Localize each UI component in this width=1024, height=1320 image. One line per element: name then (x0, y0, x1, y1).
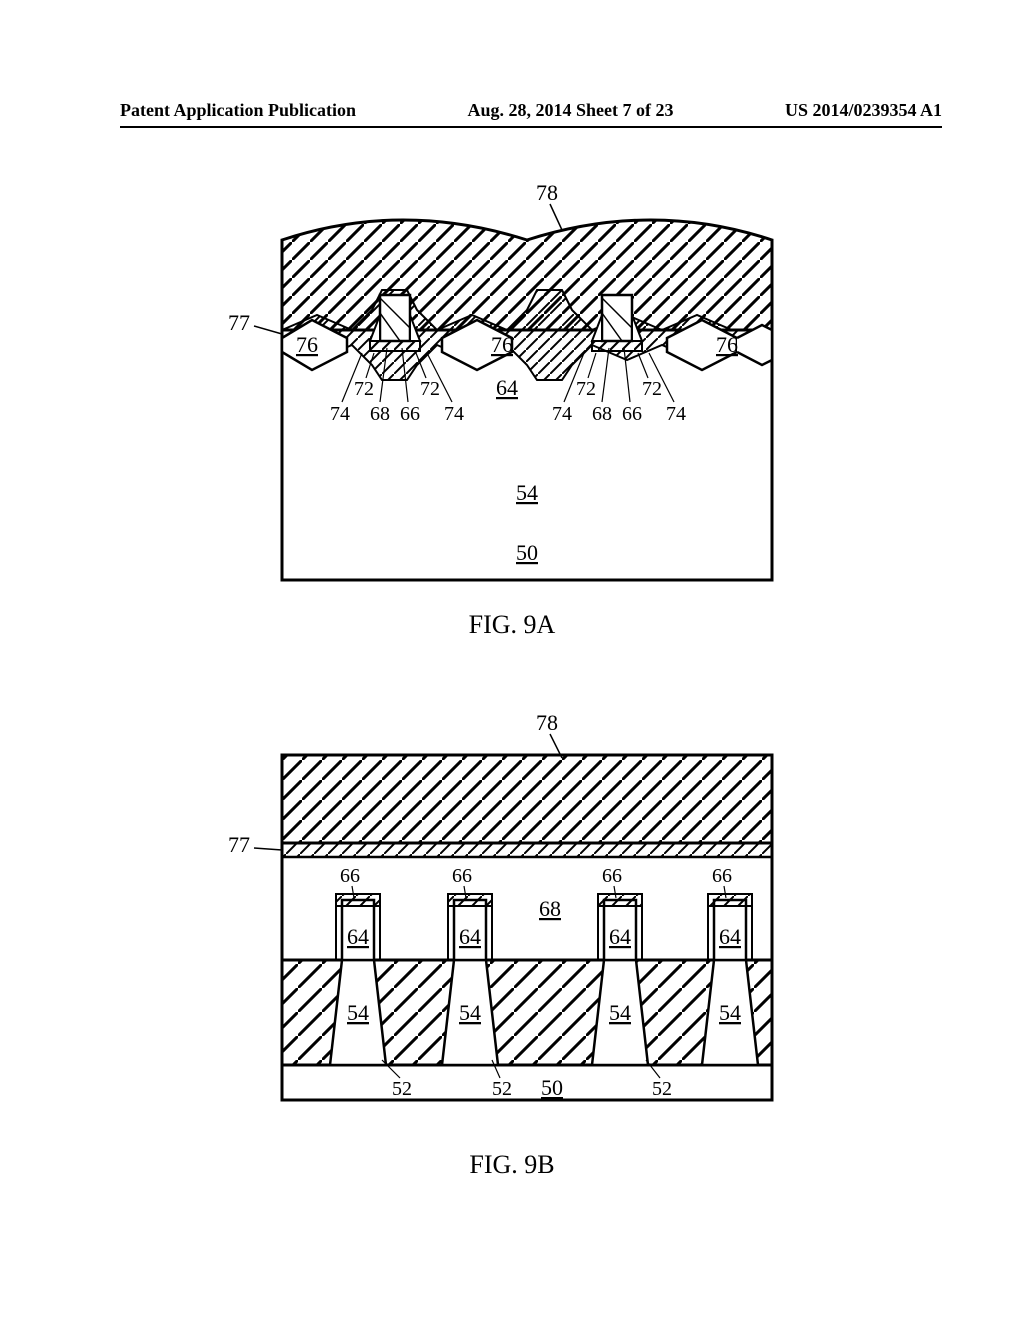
label-64-b1: 64 (459, 924, 481, 949)
layer-50 (282, 1065, 772, 1100)
figure-9b: 78 77 66 66 66 66 68 64 64 64 64 54 54 5… (202, 700, 822, 1180)
page-header: Patent Application Publication Aug. 28, … (120, 100, 942, 121)
label-50: 50 (516, 540, 538, 565)
svg-text:54: 54 (719, 1000, 741, 1025)
label-64-b0: 64 (347, 924, 369, 949)
header-center: Aug. 28, 2014 Sheet 7 of 23 (468, 100, 674, 121)
label-76-0: 76 (296, 332, 318, 357)
header-left: Patent Application Publication (120, 100, 356, 121)
label-66-b1: 66 (452, 865, 472, 887)
label-66-b3: 66 (712, 865, 732, 887)
label-66-b2: 66 (602, 865, 622, 887)
label-74-0: 74 (330, 403, 350, 425)
label-68-b: 68 (539, 896, 561, 921)
svg-text:54: 54 (609, 1000, 631, 1025)
layer-78-b (282, 755, 772, 843)
label-77-b: 77 (228, 832, 250, 857)
figure-9a: 78 77 76 76 76 72 72 64 72 72 74 68 66 (202, 170, 822, 640)
label-72-1: 72 (420, 378, 440, 400)
svg-text:54: 54 (459, 1000, 481, 1025)
header-right: US 2014/0239354 A1 (785, 100, 942, 121)
figure-9b-svg: 78 77 66 66 66 66 68 64 64 64 64 54 54 5… (202, 700, 822, 1140)
label-66-1: 66 (622, 403, 642, 425)
header-rule (120, 126, 942, 128)
patent-page: Patent Application Publication Aug. 28, … (0, 0, 1024, 1320)
label-77: 77 (228, 310, 250, 335)
label-68-0: 68 (370, 403, 390, 425)
caption-9a: FIG. 9A (202, 610, 822, 640)
label-74-3: 74 (666, 403, 686, 425)
label-78-b: 78 (536, 710, 558, 735)
label-74-2: 74 (552, 403, 572, 425)
label-64: 64 (496, 375, 518, 400)
svg-text:54: 54 (347, 1000, 369, 1025)
label-52-0: 52 (392, 1078, 412, 1100)
label-50-b: 50 (541, 1075, 563, 1100)
label-76-2: 76 (716, 332, 738, 357)
caption-9b: FIG. 9B (202, 1150, 822, 1180)
label-54: 54 (516, 480, 538, 505)
label-78: 78 (536, 180, 558, 205)
label-66-b0: 66 (340, 865, 360, 887)
label-52-2: 52 (652, 1078, 672, 1100)
label-68-1: 68 (592, 403, 612, 425)
label-72-3: 72 (642, 378, 662, 400)
figure-9a-svg: 78 77 76 76 76 72 72 64 72 72 74 68 66 (202, 170, 822, 600)
label-72-2: 72 (576, 378, 596, 400)
label-76-1: 76 (491, 332, 513, 357)
label-66-0: 66 (400, 403, 420, 425)
label-52-1: 52 (492, 1078, 512, 1100)
label-64-b2: 64 (609, 924, 631, 949)
label-74-1: 74 (444, 403, 464, 425)
layer-77-b (282, 843, 772, 857)
label-64-b3: 64 (719, 924, 741, 949)
label-72-0: 72 (354, 378, 374, 400)
